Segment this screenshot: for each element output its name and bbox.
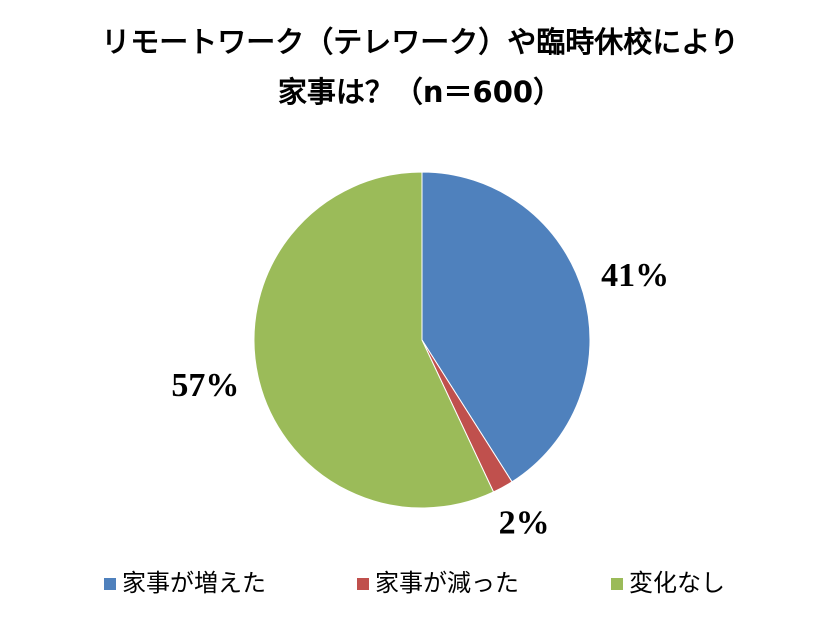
legend-label: 家事が増えた — [122, 569, 266, 597]
chart-title: リモートワーク（テレワーク）や臨時休校により — [101, 25, 738, 59]
legend-label: 変化なし — [629, 569, 725, 597]
legend-swatch — [357, 578, 369, 590]
pie-slice — [421, 171, 591, 483]
legend-swatch — [611, 578, 623, 590]
legend-label: 家事が減った — [375, 569, 519, 597]
data-label: 41% — [601, 257, 669, 294]
legend-swatch — [104, 578, 116, 590]
data-label: 2% — [499, 505, 550, 542]
data-label: 57% — [171, 367, 239, 404]
chart-title: 家事は？（n＝600） — [278, 75, 562, 109]
pie-slice — [253, 171, 495, 509]
